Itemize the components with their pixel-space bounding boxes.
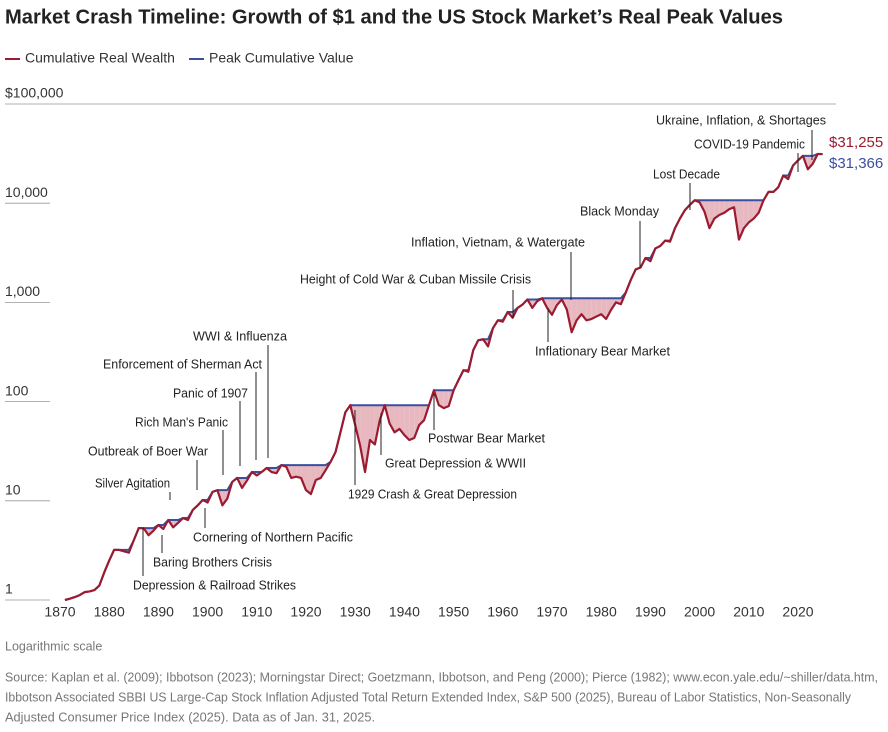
annotation: Silver Agitation — [95, 476, 170, 490]
annotation: Black Monday — [580, 204, 660, 218]
x-tick-label: 1970 — [536, 604, 567, 620]
annotation: Outbreak of Boer War — [88, 444, 208, 458]
y-tick-label: $100,000 — [5, 85, 64, 101]
drawdown-area — [596, 298, 602, 317]
drawdown-area — [601, 298, 607, 320]
drawdown-area — [394, 405, 400, 433]
line-series — [64, 152, 823, 602]
x-tick-label: 2000 — [684, 604, 715, 620]
drawdown-area — [443, 390, 449, 409]
annotation: Panic of 1907 — [173, 386, 248, 400]
x-tick-label: 1950 — [438, 604, 469, 620]
annotation: Inflation, Vietnam, & Watergate — [411, 235, 585, 249]
drawdown-area — [365, 405, 370, 473]
drawdown-area — [355, 405, 361, 446]
x-tick-label: 1900 — [192, 604, 223, 620]
y-tick-label: 10,000 — [5, 184, 48, 200]
legend-label: Peak Cumulative Value — [209, 50, 354, 66]
chart-title: Market Crash Timeline: Growth of $1 and … — [5, 6, 783, 28]
end-value-label: $31,366 — [829, 155, 883, 172]
y-tick-label: 1 — [5, 581, 13, 597]
y-tick-label: 10 — [5, 482, 21, 498]
x-tick-label: 2010 — [733, 604, 764, 620]
drawdown-area — [222, 490, 228, 506]
drawdown-area — [547, 298, 552, 315]
x-tick-label: 1910 — [241, 604, 272, 620]
x-tick-label: 1870 — [44, 604, 75, 620]
source-line: Adjusted Consumer Price Index (2025). Da… — [5, 710, 375, 724]
drawdown-area — [399, 405, 405, 436]
annotation: WWI & Influenza — [193, 329, 287, 343]
drawdown-area — [606, 298, 612, 320]
x-tick-label: 1930 — [340, 604, 371, 620]
annotation: Ukraine, Inflation, & Shortages — [656, 113, 826, 127]
x-tick-label: 1880 — [94, 604, 125, 620]
drawdown-area — [719, 200, 725, 216]
drawdown-area — [306, 465, 311, 495]
x-tick-label: 1890 — [143, 604, 174, 620]
drawdown-area — [414, 405, 420, 438]
annotation: Baring Brothers Crisis — [153, 555, 272, 569]
drawdown-area — [360, 405, 366, 473]
x-tick-label: 1990 — [635, 604, 666, 620]
x-tick-label: 1940 — [389, 604, 420, 620]
source-line: Source: Kaplan et al. (2009); Ibbotson (… — [5, 670, 878, 684]
y-tick-label: 1,000 — [5, 283, 40, 299]
x-tick-label: 1920 — [290, 604, 321, 620]
drawdown-area — [591, 298, 597, 320]
annotation: Depression & Railroad Strikes — [133, 578, 296, 592]
drawdown-area — [714, 200, 720, 219]
x-tick-label: 2020 — [782, 604, 813, 620]
drawdown-area — [291, 465, 297, 478]
drawdown-area — [315, 465, 321, 481]
drawdown-area — [586, 298, 592, 321]
drawdown-area — [743, 200, 749, 229]
drawdown-area — [709, 200, 715, 229]
annotation: COVID-19 Pandemic — [694, 137, 805, 151]
annotation: Inflationary Bear Market — [535, 344, 671, 358]
annotation: Cornering of Northern Pacific — [193, 530, 353, 544]
drawdown-area — [296, 465, 302, 478]
end-value-label: $31,255 — [829, 134, 883, 151]
annotation: 1929 Crash & Great Depression — [348, 487, 517, 501]
drawdown-area — [438, 390, 444, 409]
annotation: Rich Man's Panic — [135, 415, 228, 429]
drawdown-area — [409, 405, 415, 441]
drawdown-area — [301, 465, 306, 491]
annotation: Lost Decade — [653, 167, 720, 181]
annotation: Postwar Bear Market — [428, 431, 546, 445]
annotation: Great Depression & WWII — [385, 456, 526, 470]
x-tick-label: 1960 — [487, 604, 518, 620]
scale-note: Logarithmic scale — [5, 639, 102, 653]
annotation: Height of Cold War & Cuban Missile Crisi… — [300, 272, 531, 286]
source-line: Ibbotson Associated SBBI US Large-Cap St… — [5, 690, 852, 704]
drawdown-area — [404, 405, 410, 441]
legend-label: Cumulative Real Wealth — [25, 50, 175, 66]
x-tick-label: 1980 — [586, 604, 617, 620]
drawdown-area — [571, 298, 577, 333]
annotation: Enforcement of Sherman Act — [103, 357, 263, 371]
y-tick-label: 100 — [5, 382, 29, 398]
drawdown-area — [748, 200, 754, 223]
drawdown-area — [369, 405, 375, 445]
drawdown-area — [310, 465, 316, 495]
